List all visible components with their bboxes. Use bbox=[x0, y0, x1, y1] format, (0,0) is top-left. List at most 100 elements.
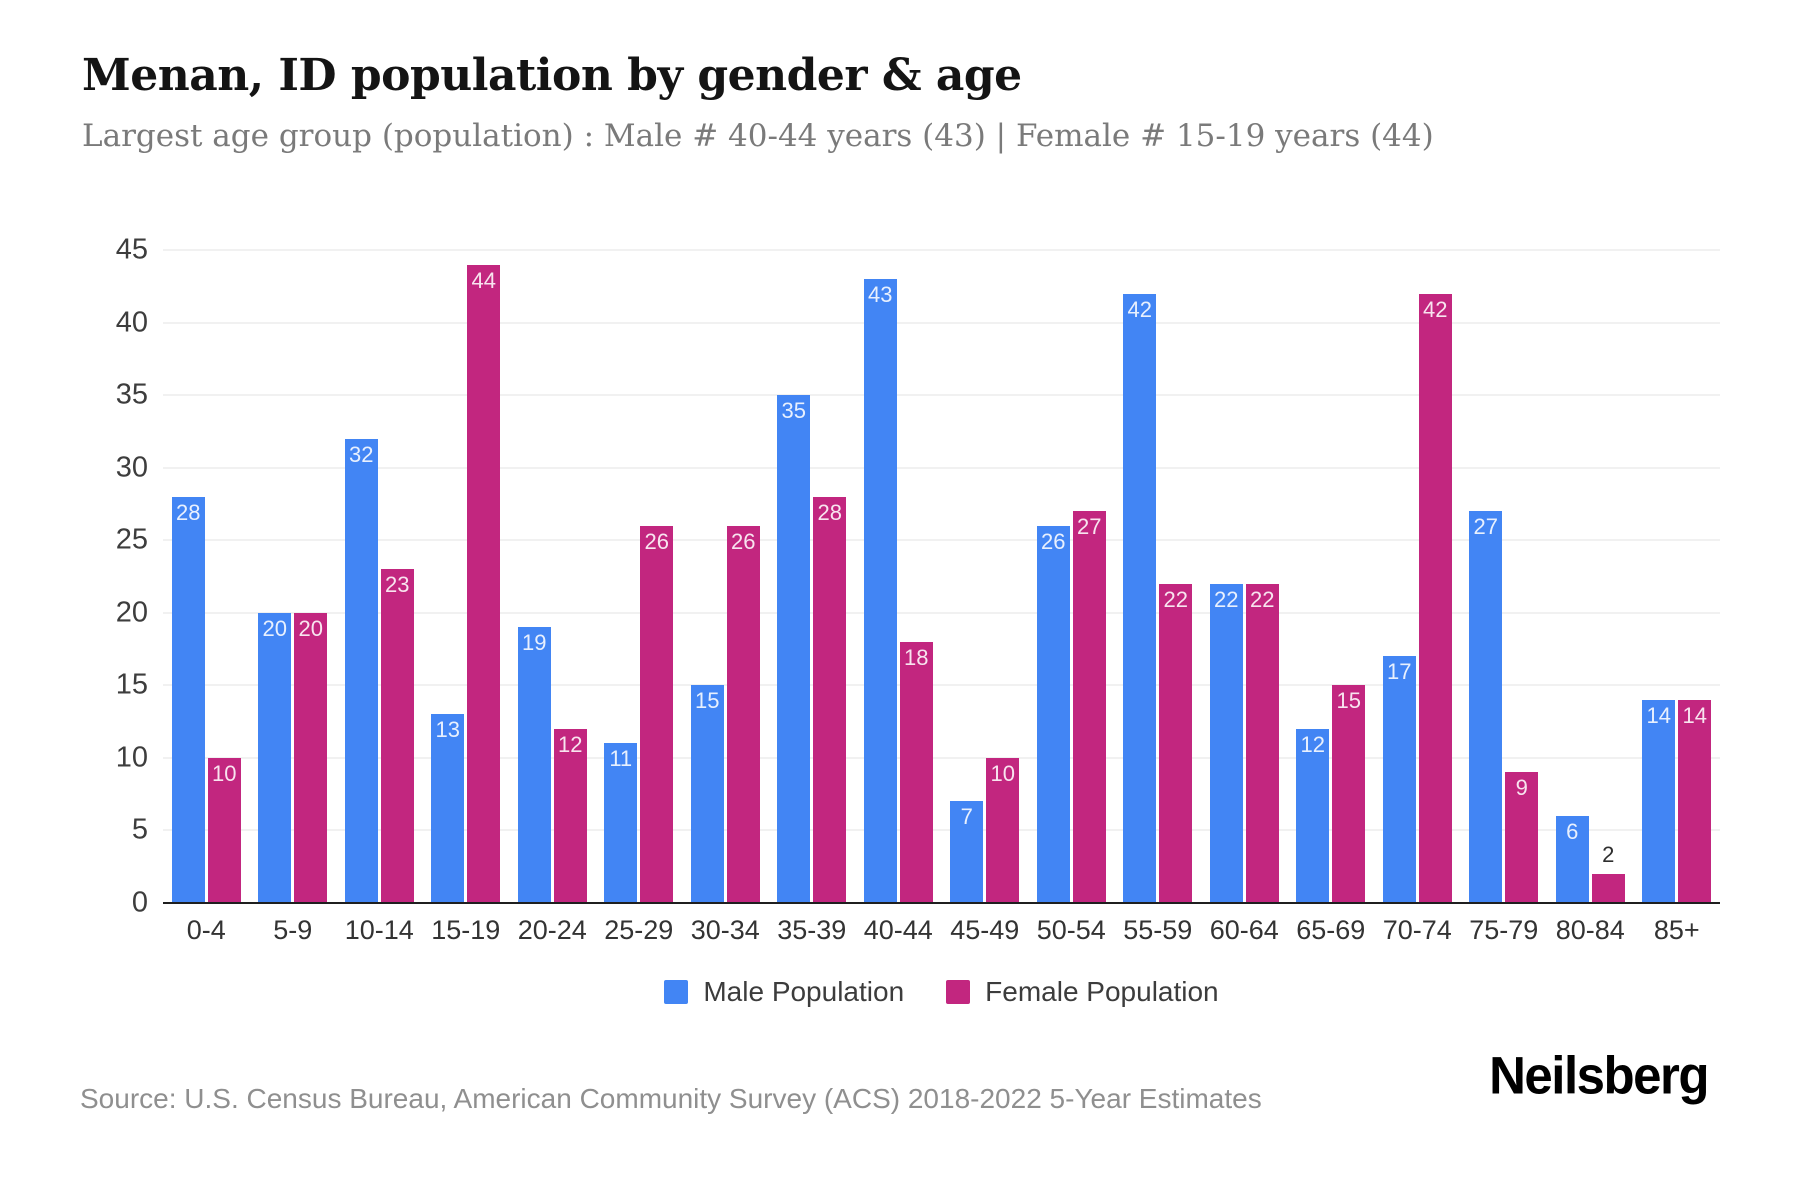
age-group-85+: 14 14 85+ bbox=[1634, 250, 1721, 944]
bar-value-label: 20 bbox=[298, 615, 323, 641]
bar-female-40-44[interactable]: 18 bbox=[899, 641, 933, 903]
bar-male-45-49[interactable]: 7 bbox=[950, 801, 984, 903]
bar-female-10-14[interactable]: 23 bbox=[380, 569, 414, 903]
bar-value-label: 42 bbox=[1423, 296, 1448, 322]
gridline-y-10 bbox=[163, 756, 1720, 759]
age-group-0-4: 28 10 0-4 bbox=[163, 250, 250, 944]
bar-male-70-74[interactable]: 17 bbox=[1382, 656, 1416, 903]
bar-value-label: 42 bbox=[1127, 296, 1152, 322]
page-title: Menan, ID population by gender & age bbox=[82, 50, 1022, 101]
bar-value-label: 28 bbox=[817, 499, 842, 525]
bar-male-55-59[interactable]: 42 bbox=[1123, 293, 1157, 903]
gridline-y-25 bbox=[163, 539, 1720, 542]
bar-value-label: 32 bbox=[349, 441, 374, 467]
chart-legend: Male Population Female Population bbox=[163, 976, 1720, 1008]
age-group-15-19: 13 44 15-19 bbox=[423, 250, 510, 944]
bar-male-50-54[interactable]: 26 bbox=[1036, 525, 1070, 903]
bar-value-label: 23 bbox=[385, 572, 410, 598]
y-axis-tick-5: 5 bbox=[131, 813, 148, 846]
bar-female-75-79[interactable]: 9 bbox=[1505, 772, 1539, 903]
bar-female-55-59[interactable]: 22 bbox=[1159, 583, 1193, 903]
bar-female-45-49[interactable]: 10 bbox=[986, 757, 1020, 903]
bar-value-label: 11 bbox=[609, 746, 633, 772]
x-axis-label-85+: 85+ bbox=[1653, 915, 1700, 945]
x-axis-label-25-29: 25-29 bbox=[604, 915, 674, 945]
bar-value-label: 9 bbox=[1515, 775, 1528, 801]
age-group-25-29: 11 26 25-29 bbox=[596, 250, 683, 944]
bar-female-0-4[interactable]: 10 bbox=[207, 757, 241, 903]
y-axis-tick-35: 35 bbox=[115, 378, 148, 411]
legend-item-male[interactable]: Male Population bbox=[664, 976, 904, 1008]
bar-male-40-44[interactable]: 43 bbox=[863, 279, 897, 903]
gridline-y-20 bbox=[163, 611, 1720, 614]
bar-male-35-39[interactable]: 35 bbox=[777, 395, 811, 903]
y-axis-tick-0: 0 bbox=[131, 886, 148, 919]
bar-male-60-64[interactable]: 22 bbox=[1209, 583, 1243, 903]
x-axis-label-80-84: 80-84 bbox=[1555, 915, 1625, 945]
bar-value-label: 2 bbox=[1602, 841, 1615, 867]
y-axis-tick-25: 25 bbox=[115, 523, 148, 556]
bar-female-30-34[interactable]: 26 bbox=[726, 525, 760, 903]
x-axis-label-65-69: 65-69 bbox=[1296, 915, 1366, 945]
x-axis-label-70-74: 70-74 bbox=[1382, 915, 1452, 945]
bar-female-80-84[interactable]: 2 bbox=[1591, 843, 1625, 903]
bar-female-65-69[interactable]: 15 bbox=[1332, 685, 1366, 903]
bar-value-label: 22 bbox=[1214, 586, 1239, 612]
y-axis-tick-45: 45 bbox=[115, 233, 148, 266]
bar-male-25-29[interactable]: 11 bbox=[604, 743, 638, 903]
bar-male-0-4[interactable]: 28 bbox=[171, 496, 205, 903]
bar-value-label: 15 bbox=[1336, 688, 1361, 714]
bar-male-5-9[interactable]: 20 bbox=[258, 612, 292, 903]
bar-male-30-34[interactable]: 15 bbox=[690, 685, 724, 903]
bar-female-15-19[interactable]: 44 bbox=[467, 264, 501, 903]
bar-value-label: 28 bbox=[176, 499, 201, 525]
bar-value-label: 26 bbox=[644, 528, 669, 554]
bar-female-5-9[interactable]: 20 bbox=[294, 612, 328, 903]
female-series-swatch-icon bbox=[946, 980, 971, 1004]
bar-female-25-29[interactable]: 26 bbox=[640, 525, 674, 903]
x-axis-label-55-59: 55-59 bbox=[1123, 915, 1193, 945]
legend-label-male: Male Population bbox=[703, 976, 905, 1007]
bar-female-20-24[interactable]: 12 bbox=[553, 728, 587, 903]
bar-value-label: 12 bbox=[558, 731, 583, 757]
x-axis-label-60-64: 60-64 bbox=[1209, 915, 1279, 945]
bar-male-65-69[interactable]: 12 bbox=[1296, 728, 1330, 903]
bar-chart-plot-area: 0 5 10 15 20 25 30 35 40 45 28 10 0-4 20 20 5-9 32 23 10-1… bbox=[116, 235, 1721, 944]
age-group-80-84: 6 2 80-84 bbox=[1547, 250, 1634, 944]
x-axis-label-0-4: 0-4 bbox=[186, 915, 226, 945]
age-group-35-39: 35 28 35-39 bbox=[769, 250, 856, 944]
bar-value-label: 44 bbox=[471, 267, 496, 293]
bar-value-label: 19 bbox=[522, 630, 547, 656]
age-group-20-24: 19 12 20-24 bbox=[509, 250, 596, 944]
bar-male-15-19[interactable]: 13 bbox=[431, 714, 465, 903]
gridline-y-15 bbox=[163, 684, 1720, 687]
age-group-45-49: 7 10 45-49 bbox=[942, 250, 1029, 944]
bar-female-35-39[interactable]: 28 bbox=[813, 496, 847, 903]
y-axis-tick-10: 10 bbox=[115, 741, 148, 774]
bar-male-20-24[interactable]: 19 bbox=[517, 627, 551, 903]
bar-female-70-74[interactable]: 42 bbox=[1418, 293, 1452, 903]
bar-male-85+[interactable]: 14 bbox=[1642, 699, 1676, 903]
gridline-y-45 bbox=[163, 249, 1720, 251]
bar-value-label: 10 bbox=[212, 760, 237, 786]
bar-male-80-84[interactable]: 6 bbox=[1555, 815, 1589, 903]
age-group-60-64: 22 22 60-64 bbox=[1201, 250, 1288, 944]
bar-value-label: 26 bbox=[731, 528, 756, 554]
bar-value-label: 17 bbox=[1387, 659, 1412, 685]
age-group-65-69: 12 15 65-69 bbox=[1288, 250, 1375, 944]
bar-value-label: 18 bbox=[904, 644, 929, 670]
bar-female-85+[interactable]: 14 bbox=[1678, 699, 1712, 903]
legend-item-female[interactable]: Female Population bbox=[946, 976, 1219, 1008]
bar-value-label: 12 bbox=[1300, 731, 1325, 757]
bar-male-75-79[interactable]: 27 bbox=[1469, 511, 1503, 903]
x-axis-label-5-9: 5-9 bbox=[273, 915, 313, 945]
gridline-y-5 bbox=[163, 829, 1720, 832]
bar-female-50-54[interactable]: 27 bbox=[1072, 511, 1106, 903]
gridline-y-35 bbox=[163, 394, 1720, 397]
bar-male-10-14[interactable]: 32 bbox=[344, 438, 378, 903]
bar-female-60-64[interactable]: 22 bbox=[1245, 583, 1279, 903]
x-axis-label-45-49: 45-49 bbox=[950, 915, 1020, 945]
bar-value-label: 15 bbox=[695, 688, 720, 714]
x-axis-label-15-19: 15-19 bbox=[431, 915, 501, 945]
